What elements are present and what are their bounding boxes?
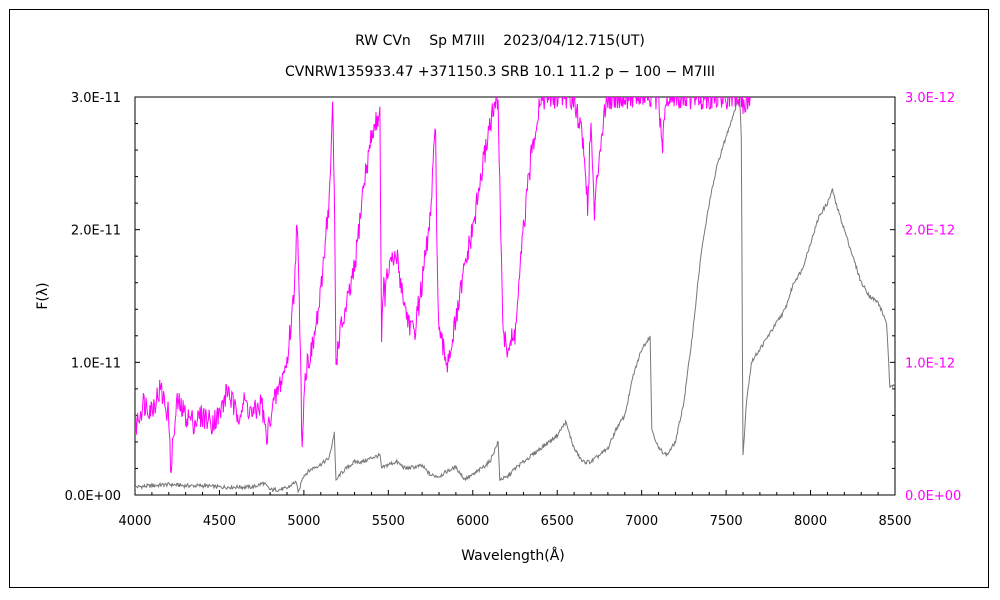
x-tick-label: 7000 — [625, 514, 658, 529]
x-tick-label: 8500 — [878, 514, 911, 529]
y-tick-label: 3.0E-11 — [71, 91, 121, 106]
y2-tick-label: 1.0E-12 — [905, 356, 955, 371]
x-tick-label: 4000 — [118, 514, 151, 529]
y-axis-label: F(λ) — [35, 282, 51, 309]
y-tick-label: 0.0E+00 — [65, 489, 121, 504]
x-tick-label: 6500 — [541, 514, 574, 529]
series-line-left-scale — [135, 97, 895, 494]
y2-tick-label: 0.0E+00 — [905, 489, 961, 504]
y-tick-label: 2.0E-11 — [71, 224, 121, 239]
chart-subtitle: CVNRW135933.47 +371150.3 SRB 10.1 11.2 p… — [285, 64, 715, 80]
y-tick-label: 1.0E-11 — [71, 356, 121, 371]
x-tick-label: 7500 — [710, 514, 743, 529]
chart-title: RW CVn Sp M7III 2023/04/12.715(UT) — [355, 33, 645, 49]
x-tick-label: 5500 — [372, 514, 405, 529]
x-tick-label: 4500 — [203, 514, 236, 529]
x-tick-label: 5000 — [287, 514, 320, 529]
x-tick-label: 8000 — [794, 514, 827, 529]
x-tick-label: 6000 — [456, 514, 489, 529]
chart-frame — [9, 9, 989, 588]
x-axis-label: Wavelength(Å) — [461, 547, 565, 564]
y2-tick-label: 2.0E-12 — [905, 224, 955, 239]
series-line-right-scale — [135, 97, 752, 473]
plot-area — [134, 96, 896, 496]
y2-tick-label: 3.0E-12 — [905, 91, 955, 106]
